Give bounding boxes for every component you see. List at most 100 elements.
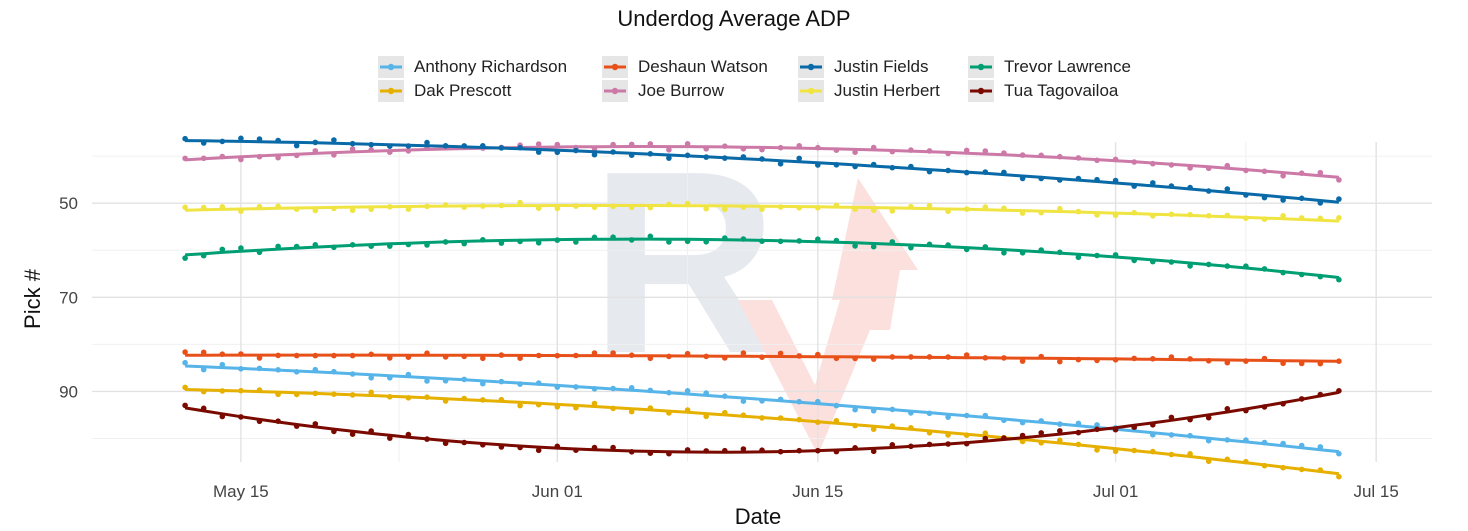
data-point (424, 350, 430, 357)
data-point (1243, 437, 1249, 443)
data-point (610, 405, 616, 412)
data-point (1150, 356, 1156, 362)
data-point (628, 237, 635, 243)
data-point (777, 350, 784, 357)
data-point (722, 143, 728, 149)
data-point (200, 140, 207, 146)
data-point (1224, 359, 1231, 366)
data-point (1001, 435, 1007, 441)
data-point (256, 153, 263, 160)
data-point (722, 235, 728, 241)
data-point (889, 148, 896, 155)
data-point (591, 444, 598, 451)
data-point (517, 444, 523, 451)
data-point (870, 426, 877, 433)
data-point (1261, 462, 1268, 469)
data-point (405, 354, 412, 361)
data-point (1298, 195, 1305, 202)
data-point (387, 143, 393, 149)
data-point (1336, 388, 1342, 394)
data-point (349, 146, 356, 152)
data-point (1187, 263, 1193, 269)
data-point (424, 203, 430, 210)
data-point (1094, 447, 1100, 453)
data-point (1112, 426, 1119, 433)
data-point (777, 396, 784, 403)
data-point (945, 432, 951, 438)
data-point (461, 240, 468, 247)
data-point (442, 239, 449, 245)
data-point (1019, 175, 1026, 182)
data-point (610, 149, 616, 155)
data-point (796, 416, 802, 423)
data-point (1150, 422, 1156, 428)
legend-item: Tua Tagovailoa (968, 80, 1118, 102)
legend-label: Justin Herbert (834, 81, 940, 100)
data-point (926, 430, 933, 436)
data-point (256, 418, 263, 425)
data-point (1317, 215, 1324, 222)
data-point (1243, 407, 1249, 414)
legend-key-swatch (798, 56, 824, 78)
data-point (908, 443, 914, 450)
data-point (722, 409, 728, 416)
data-point (759, 156, 765, 162)
data-point (647, 355, 654, 362)
data-point (759, 238, 765, 244)
data-point (331, 428, 337, 435)
data-point (1019, 438, 1026, 445)
data-point (238, 156, 244, 163)
data-point (666, 353, 672, 360)
data-point (1298, 215, 1305, 221)
data-point (517, 199, 523, 206)
x-tick-label: Jul 15 (1353, 482, 1398, 501)
data-point (1224, 212, 1231, 219)
data-point (1131, 209, 1137, 216)
data-point (535, 401, 542, 408)
data-point (1150, 160, 1156, 167)
legend-label: Joe Burrow (638, 81, 724, 100)
data-point (238, 414, 244, 420)
data-point (461, 204, 468, 210)
data-point (1094, 212, 1100, 218)
data-point (275, 203, 281, 210)
data-point (312, 390, 319, 397)
data-point (982, 148, 989, 154)
data-point (740, 204, 747, 210)
data-point (1336, 215, 1342, 221)
data-point (852, 149, 858, 155)
data-point (498, 145, 505, 151)
series-trend-line (185, 204, 1339, 223)
data-point (1075, 420, 1082, 427)
data-point (1150, 213, 1156, 219)
data-point (889, 208, 896, 214)
data-point (1038, 247, 1044, 253)
data-point (554, 205, 561, 212)
data-point (275, 352, 281, 359)
data-point (238, 208, 244, 214)
data-point (293, 423, 300, 429)
data-point (442, 354, 449, 360)
data-point (312, 421, 319, 427)
legend-key-swatch (968, 80, 994, 102)
data-point (759, 146, 765, 153)
data-point (442, 398, 449, 404)
data-point (1001, 355, 1007, 361)
data-point (368, 141, 375, 148)
data-point (628, 352, 635, 359)
data-point (722, 355, 728, 361)
data-point (1205, 414, 1212, 421)
data-point (1038, 430, 1044, 436)
data-point (219, 246, 226, 253)
data-point (182, 359, 188, 366)
data-point (908, 244, 914, 251)
data-point (1261, 216, 1268, 222)
data-point (777, 204, 784, 210)
data-point (535, 447, 542, 454)
data-point (1168, 162, 1175, 168)
data-point (740, 446, 747, 452)
data-point (349, 207, 356, 214)
data-point (610, 141, 616, 148)
data-point (256, 249, 263, 256)
data-point (1298, 442, 1305, 449)
